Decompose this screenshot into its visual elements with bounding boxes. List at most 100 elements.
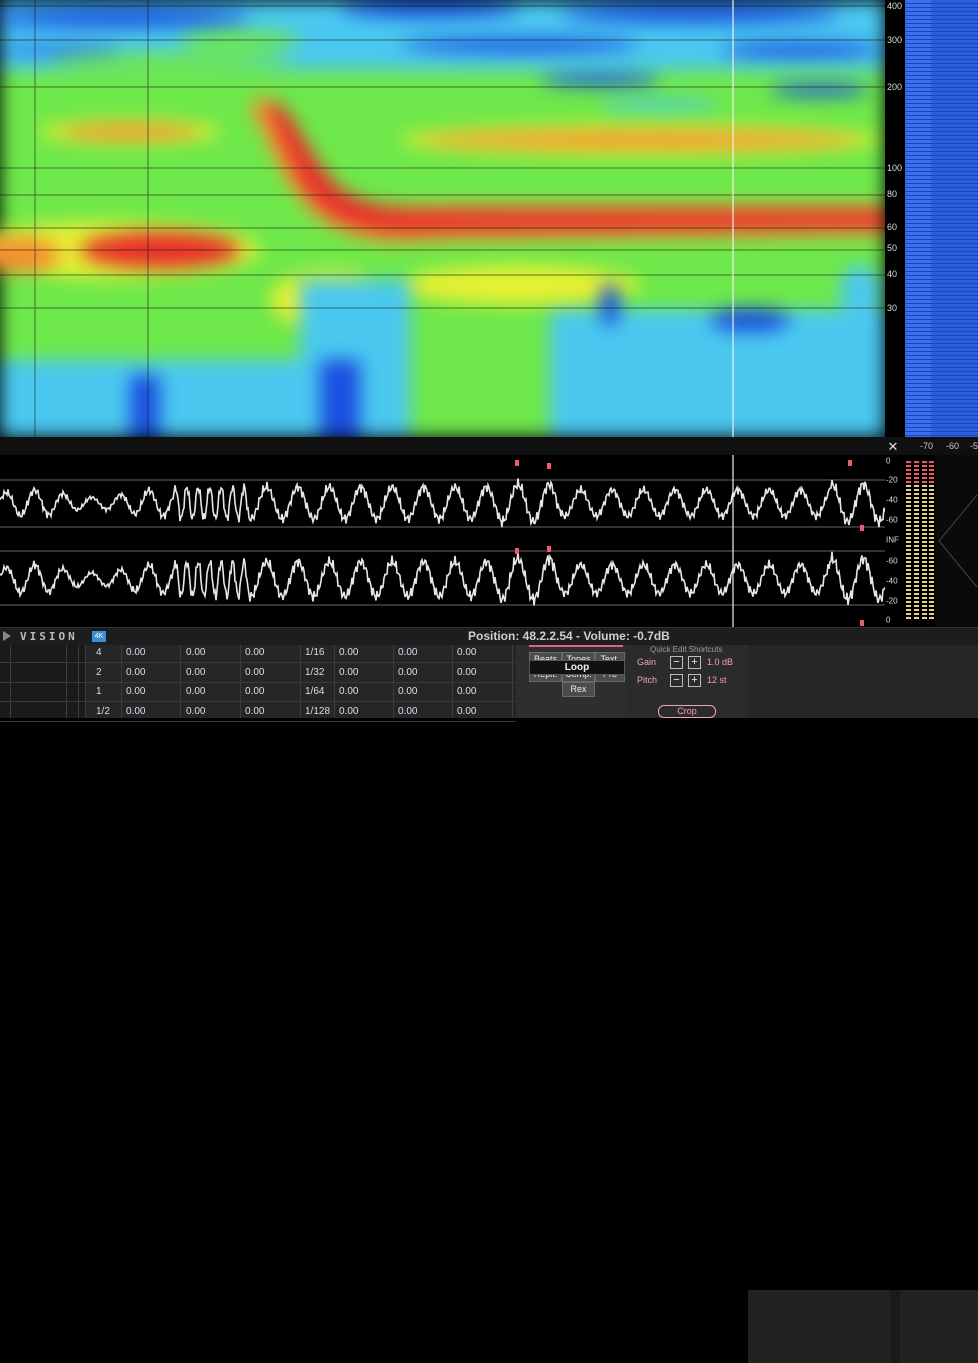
waveform-display[interactable] — [0, 455, 885, 627]
grid-row: 1 0.00 0.00 0.00 1/64 0.00 0.00 0.00 — [0, 682, 516, 702]
clip-marker — [860, 620, 864, 626]
frequency-tick: 400 — [887, 1, 903, 11]
quick-edit-title: Quick Edit Shortcuts — [650, 645, 723, 654]
db-tick: -40 — [886, 576, 898, 586]
frequency-tick: 60 — [887, 222, 898, 233]
waveform-channel-left — [0, 478, 885, 528]
meter-column-left-b — [914, 461, 919, 621]
grid-division: 1/128 — [305, 705, 331, 717]
meter-scale-label: -5 — [970, 441, 978, 451]
meter-scale-bar — [0, 437, 978, 455]
spectrum-level-meter — [905, 0, 978, 437]
grid-value[interactable]: 0.00 — [126, 647, 146, 658]
db-tick: -60 — [886, 515, 898, 525]
waveform-gridlines — [0, 479, 885, 606]
parameter-grid: 4 0.00 0.00 0.00 1/16 0.00 0.00 0.00 2 0.00 0.00 0.… — [0, 643, 516, 722]
grid-value[interactable]: 0.00 — [186, 647, 206, 658]
grid-value[interactable]: 0.00 — [126, 705, 146, 717]
grid-value[interactable]: 0.00 — [398, 705, 418, 717]
grid-row: 1/2 0.00 0.00 0.00 1/128 0.00 0.00 0.00 — [0, 702, 516, 722]
db-tick: -60 — [886, 556, 898, 566]
grid-division: 1/16 — [305, 647, 325, 658]
pitch-plus-button[interactable]: + — [688, 674, 701, 687]
spectrogram[interactable] — [0, 0, 885, 437]
clip-marker — [547, 546, 551, 552]
expand-icon[interactable]: ✕ — [887, 439, 899, 454]
pitch-value: 12 st — [707, 675, 727, 685]
position-readout: Position: 48.2.2.54 - Volume: -0.7dB — [468, 629, 670, 643]
grid-value[interactable]: 0.00 — [339, 666, 359, 678]
frequency-tick: 30 — [887, 303, 898, 313]
right-panel — [748, 1290, 978, 1363]
grid-value[interactable]: 0.00 — [186, 666, 206, 678]
grid-row-label: 1/2 — [96, 705, 110, 717]
grid-value[interactable]: 0.00 — [457, 647, 477, 658]
grid-division: 1/32 — [305, 666, 325, 678]
frequency-tick: 300 — [887, 34, 903, 45]
tools-panel: Beats Tones Text. Repit. Comp. Pro Rex — [516, 645, 626, 718]
grid-value[interactable]: 0.00 — [339, 647, 359, 658]
clip-markers — [515, 460, 864, 626]
db-tick: 0 — [886, 456, 891, 466]
frequency-axis: 400 300 200 100 80 60 50 40 30 — [885, 0, 905, 437]
db-tick: -20 — [886, 596, 898, 606]
grid-value[interactable]: 0.00 — [186, 686, 206, 697]
badge: 4K — [92, 631, 106, 642]
gain-label: Gain — [637, 657, 657, 667]
db-tick: -40 — [886, 495, 898, 505]
frequency-tick: 100 — [887, 162, 903, 173]
grid-value[interactable]: 0.00 — [457, 686, 477, 697]
grid-row: 2 0.00 0.00 0.00 1/32 0.00 0.00 0.00 — [0, 663, 516, 683]
grid-value[interactable]: 0.00 — [245, 666, 265, 678]
rex-button[interactable]: Rex — [562, 682, 595, 697]
clip-marker — [848, 460, 852, 466]
grid-value[interactable]: 0.00 — [186, 705, 206, 717]
pitch-label: Pitch — [637, 675, 658, 685]
grid-value[interactable]: 0.00 — [398, 686, 418, 697]
loop-button[interactable]: Loop — [529, 660, 625, 675]
grid-value[interactable]: 0.00 — [339, 705, 359, 717]
output-level-meter — [903, 455, 935, 627]
side-panel — [935, 455, 978, 627]
grid-value[interactable]: 0.00 — [245, 686, 265, 697]
grid-value[interactable]: 0.00 — [126, 686, 146, 697]
db-tick: -20 — [886, 475, 898, 485]
meter-scale-label: -70 — [920, 441, 934, 451]
clip-marker — [515, 460, 519, 466]
gain-value: 1.0 dB — [707, 657, 734, 667]
crop-button[interactable]: Crop — [658, 705, 716, 718]
frequency-tick: 50 — [887, 243, 898, 254]
grid-value[interactable]: 0.00 — [126, 666, 146, 678]
bottom-panel: 4 0.00 0.00 0.00 1/16 0.00 0.00 0.00 2 0.00 0.00 0.… — [0, 643, 978, 1363]
db-center-label: INF — [886, 535, 899, 545]
grid-value[interactable]: 0.00 — [245, 647, 265, 658]
play-icon[interactable] — [3, 631, 11, 641]
grid-division: 1/64 — [305, 686, 325, 697]
clip-marker — [547, 463, 551, 469]
grid-value[interactable]: 0.00 — [398, 647, 418, 658]
frequency-tick: 40 — [887, 269, 898, 280]
tools-accent — [529, 645, 623, 647]
pitch-minus-button[interactable]: − — [670, 674, 683, 687]
grid-row-label: 4 — [96, 647, 102, 658]
grid-value[interactable]: 0.00 — [339, 686, 359, 697]
grid-value[interactable]: 0.00 — [457, 705, 477, 717]
grid-row-label: 1 — [96, 686, 102, 697]
gain-minus-button[interactable]: − — [670, 656, 683, 669]
grid-value[interactable]: 0.00 — [398, 666, 418, 678]
grid-value[interactable]: 0.00 — [457, 666, 477, 678]
grid-row-label: 2 — [96, 666, 102, 678]
gain-plus-button[interactable]: + — [688, 656, 701, 669]
logo: VISION — [20, 630, 78, 643]
collapse-arrow-icon[interactable] — [935, 455, 978, 627]
waveform-channel-right — [0, 551, 885, 606]
clip-marker — [515, 548, 519, 554]
db-tick: 0 — [886, 615, 891, 625]
meter-column-right-b — [929, 461, 934, 621]
frequency-tick: 200 — [887, 81, 903, 92]
grid-value[interactable]: 0.00 — [245, 705, 265, 717]
spectrogram-heatmap — [0, 0, 885, 437]
frequency-tick: 80 — [887, 188, 898, 199]
grid-row: 4 0.00 0.00 0.00 1/16 0.00 0.00 0.00 — [0, 643, 516, 663]
db-axis: 0 -20 -40 -60 INF -60 -40 -20 0 — [885, 455, 903, 627]
